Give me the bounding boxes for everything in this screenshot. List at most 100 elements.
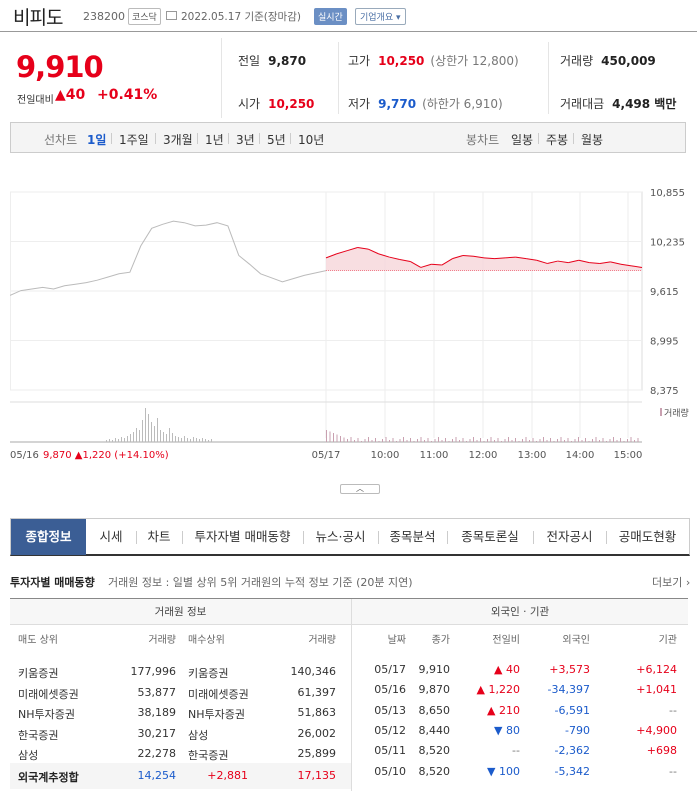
- price-line-segment: [547, 260, 558, 264]
- price-line-segment: [325, 253, 337, 259]
- volume-bar: [399, 439, 401, 442]
- candle-daily[interactable]: 일봉: [511, 133, 534, 147]
- tab-overview[interactable]: 종합정보: [11, 519, 86, 555]
- price-line-segment: [505, 256, 516, 259]
- volume-bar: [382, 439, 383, 442]
- company-overview-button[interactable]: 기업개요 ▾: [355, 8, 406, 25]
- volume-bar: [480, 438, 481, 442]
- price-line-segment: [452, 254, 464, 260]
- volume-bar: [490, 437, 492, 442]
- volume-bar: [501, 441, 502, 442]
- tab-news[interactable]: 뉴스·공시: [315, 529, 366, 544]
- volume-bar: [347, 439, 348, 442]
- volume-bar: [193, 437, 194, 442]
- volume-bar: [175, 436, 176, 442]
- column-header: 거래량: [308, 635, 336, 646]
- divider: [351, 599, 352, 791]
- x-tick-label: 05/17: [312, 450, 341, 461]
- volume-bar: [581, 440, 583, 442]
- volume-bar: [508, 437, 509, 442]
- price-line-segment: [346, 247, 358, 252]
- candle-monthly[interactable]: 월봉: [581, 133, 604, 147]
- period-3y[interactable]: 3년: [236, 133, 255, 147]
- period-3m[interactable]: 3개월: [163, 133, 193, 147]
- volume-bar: [438, 437, 439, 442]
- total-row-bg: [10, 763, 351, 789]
- volume-bar: [333, 433, 334, 442]
- volume-bar: [190, 439, 191, 442]
- volume-bar: [154, 426, 155, 442]
- daily-cell: --: [669, 764, 677, 778]
- daily-cell: 8,520: [418, 744, 451, 758]
- period-5y[interactable]: 5년: [267, 133, 286, 147]
- period-10y[interactable]: 10년: [298, 133, 325, 147]
- prev-day-info: 9,870 ▲1,220 (+14.10%): [43, 450, 169, 461]
- volume-bar: [118, 439, 119, 442]
- stock-code: 238200: [83, 10, 125, 23]
- chart-collapse-button[interactable]: ︿: [340, 484, 380, 494]
- volume-bar: [455, 437, 457, 442]
- foreign-total-sell: 14,254: [137, 769, 177, 782]
- volume-bar: [375, 438, 376, 442]
- daily-cell: ▲ 1,220: [476, 683, 520, 697]
- volume-bar: [452, 439, 453, 442]
- foreign-total-buy: 17,135: [297, 769, 337, 782]
- y-tick-label: 8,375: [650, 386, 679, 397]
- trade-amount: 거래대금 4,498 백만: [560, 95, 676, 112]
- tab-disclosure[interactable]: 전자공시: [546, 529, 593, 544]
- more-link[interactable]: 더보기 ›: [652, 576, 691, 589]
- line-chart-label: 선차트: [44, 133, 78, 147]
- main-tabs: 종합정보 시세 차트 투자자별 매매동향 뉴스·공시 종목분석 종목토론실 전자…: [10, 518, 690, 556]
- volume-bar: [127, 436, 128, 442]
- volume-bar: [136, 428, 137, 442]
- volume-bar: [199, 439, 200, 442]
- volume-bar: [208, 440, 209, 442]
- column-header: 매도 상위: [18, 635, 58, 646]
- volume-bar: [151, 422, 152, 442]
- price-line-segment: [578, 259, 590, 264]
- volume-bar: [392, 438, 394, 442]
- volume-bar: [466, 441, 467, 442]
- volume-bar: [196, 438, 197, 442]
- broker-cell: 177,996: [130, 665, 177, 678]
- tab-chart[interactable]: 차트: [147, 529, 171, 544]
- tab-analysis[interactable]: 종목분석: [389, 529, 436, 544]
- price-line-segment: [367, 248, 379, 255]
- volume-bar: [553, 441, 555, 442]
- daily-cell: ▲ 40: [494, 663, 520, 676]
- tab-quotes[interactable]: 시세: [99, 529, 123, 544]
- volume-bar: [522, 439, 523, 442]
- volume-bar: [354, 440, 355, 442]
- volume-bar: [592, 439, 593, 442]
- tab-short-selling[interactable]: 공매도현황: [618, 529, 677, 544]
- period-1y[interactable]: 1년: [205, 133, 224, 147]
- volume-bar: [445, 438, 446, 442]
- foreign-total-net: +2,881: [207, 769, 248, 782]
- daily-cell: 9,870: [418, 683, 451, 697]
- volume-bar: [448, 441, 450, 442]
- realtime-button[interactable]: 실시간: [314, 8, 347, 25]
- y-tick-label: 10,235: [650, 238, 685, 249]
- tab-investor[interactable]: 투자자별 매매동향: [194, 529, 291, 544]
- price-line-segment: [526, 258, 537, 261]
- period-1w[interactable]: 1주일: [119, 133, 149, 147]
- high-price: 고가 10,250 (상한가 12,800): [348, 52, 519, 69]
- x-tick-label: 11:00: [420, 450, 449, 461]
- company-overview-label: 기업개요: [360, 13, 394, 23]
- volume-bar: [585, 438, 586, 442]
- candle-weekly[interactable]: 주봉: [546, 133, 569, 147]
- daily-cell: ▼ 100: [487, 764, 520, 778]
- volume-bar: [326, 430, 327, 442]
- tab-discussion[interactable]: 종목토론실: [461, 529, 519, 544]
- open-value: 10,250: [268, 97, 315, 111]
- amount-label: 거래대금: [560, 97, 605, 111]
- volume-bar: [112, 440, 113, 442]
- divider: [136, 531, 137, 544]
- foreign-total-label: 외국계추정합: [18, 771, 79, 784]
- daily-cell: 05/13: [374, 703, 406, 717]
- period-1d[interactable]: 1일: [87, 133, 107, 147]
- divider: [378, 531, 379, 544]
- daily-cell: +3,573: [549, 663, 590, 676]
- open-label: 시가: [238, 97, 261, 111]
- low-value: 9,770: [378, 97, 417, 111]
